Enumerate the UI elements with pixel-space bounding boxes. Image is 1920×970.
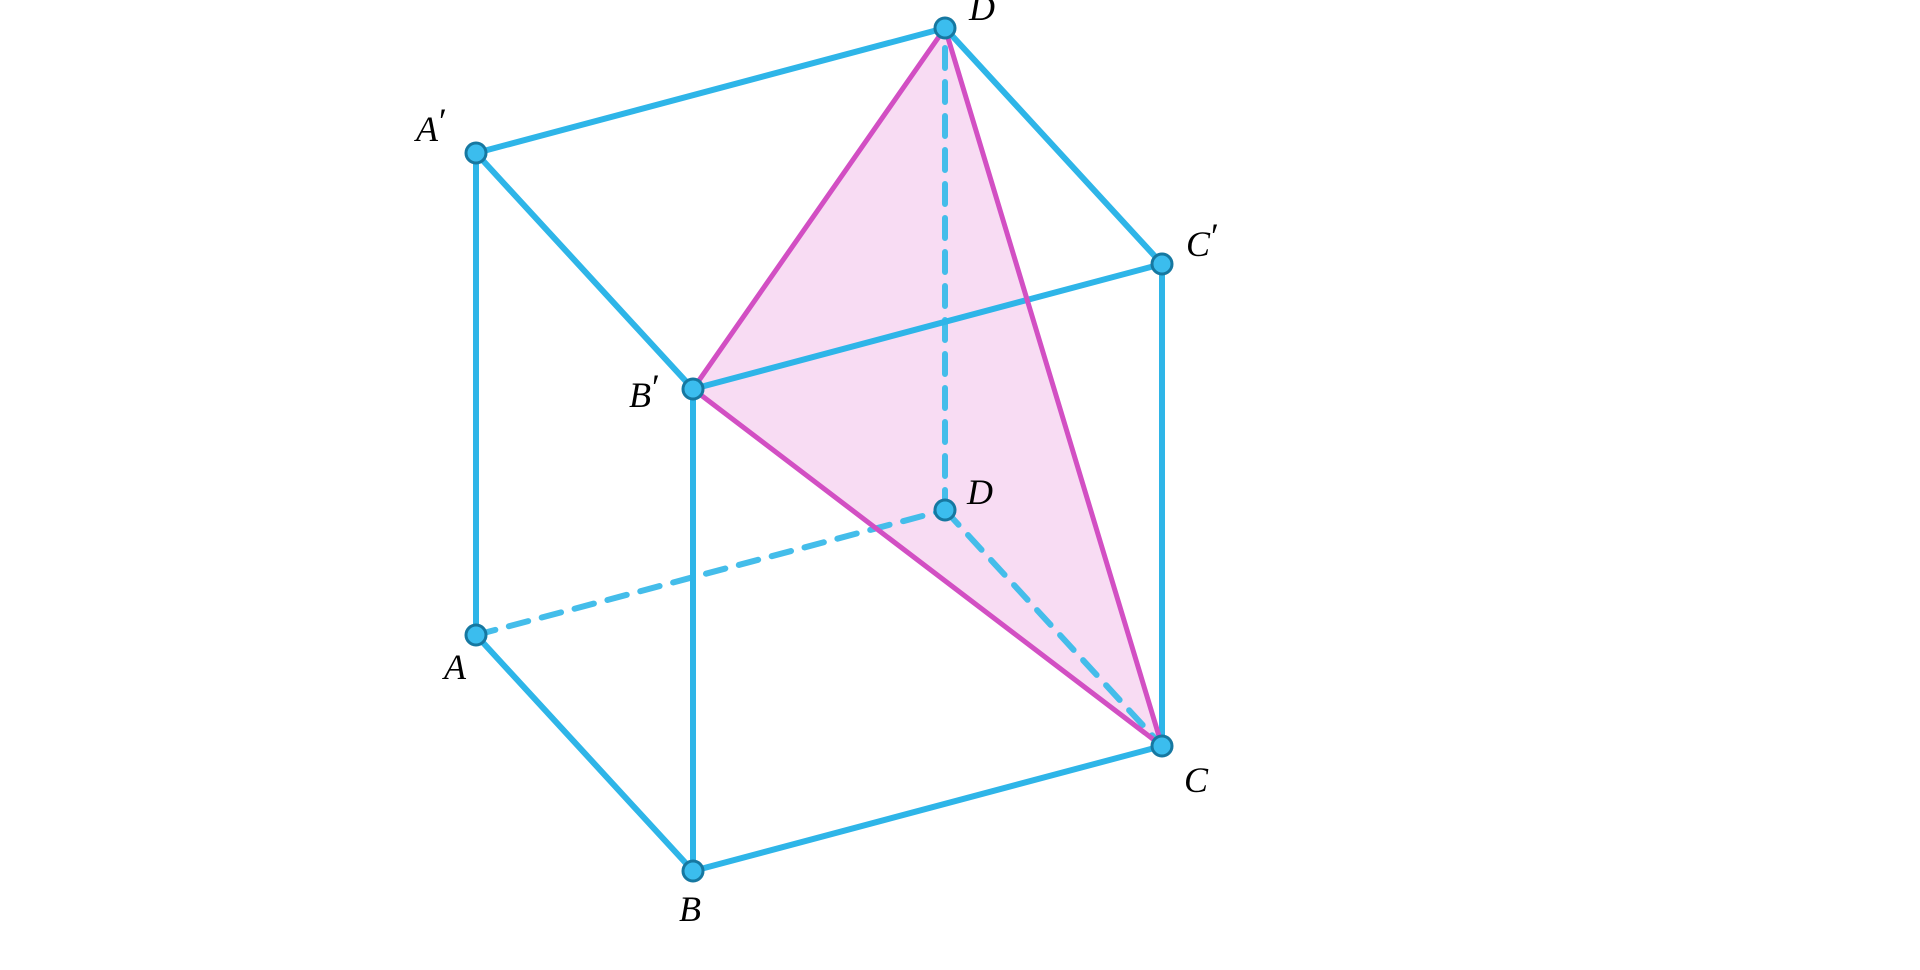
vertex-label-Bp: B′ [629, 367, 660, 415]
vertex-C [1152, 736, 1172, 756]
vertex-label-Cp: C′ [1186, 216, 1219, 264]
cube-diagram: A B C D A′ B′ C′ D′ [0, 0, 1920, 970]
vertex-label-Dp: D′ [968, 0, 1004, 28]
vertex-label-B: B [679, 889, 701, 929]
vertex-label-A: A [442, 647, 467, 687]
vertex-A [466, 625, 486, 645]
vertex-D [935, 500, 955, 520]
cube-edge-B-C [693, 746, 1162, 871]
cube-edge-Ap-Bp [476, 153, 693, 389]
vertex-Bp [683, 379, 703, 399]
vertex-Ap [466, 143, 486, 163]
cube-edge-A-B [476, 635, 693, 871]
vertex-Dp [935, 18, 955, 38]
vertex-B [683, 861, 703, 881]
vertex-label-D: D [966, 472, 993, 512]
section-triangle-fill [693, 28, 1162, 746]
vertex-label-Ap: A′ [414, 101, 447, 149]
vertex-label-C: C [1184, 760, 1209, 800]
vertex-Cp [1152, 254, 1172, 274]
